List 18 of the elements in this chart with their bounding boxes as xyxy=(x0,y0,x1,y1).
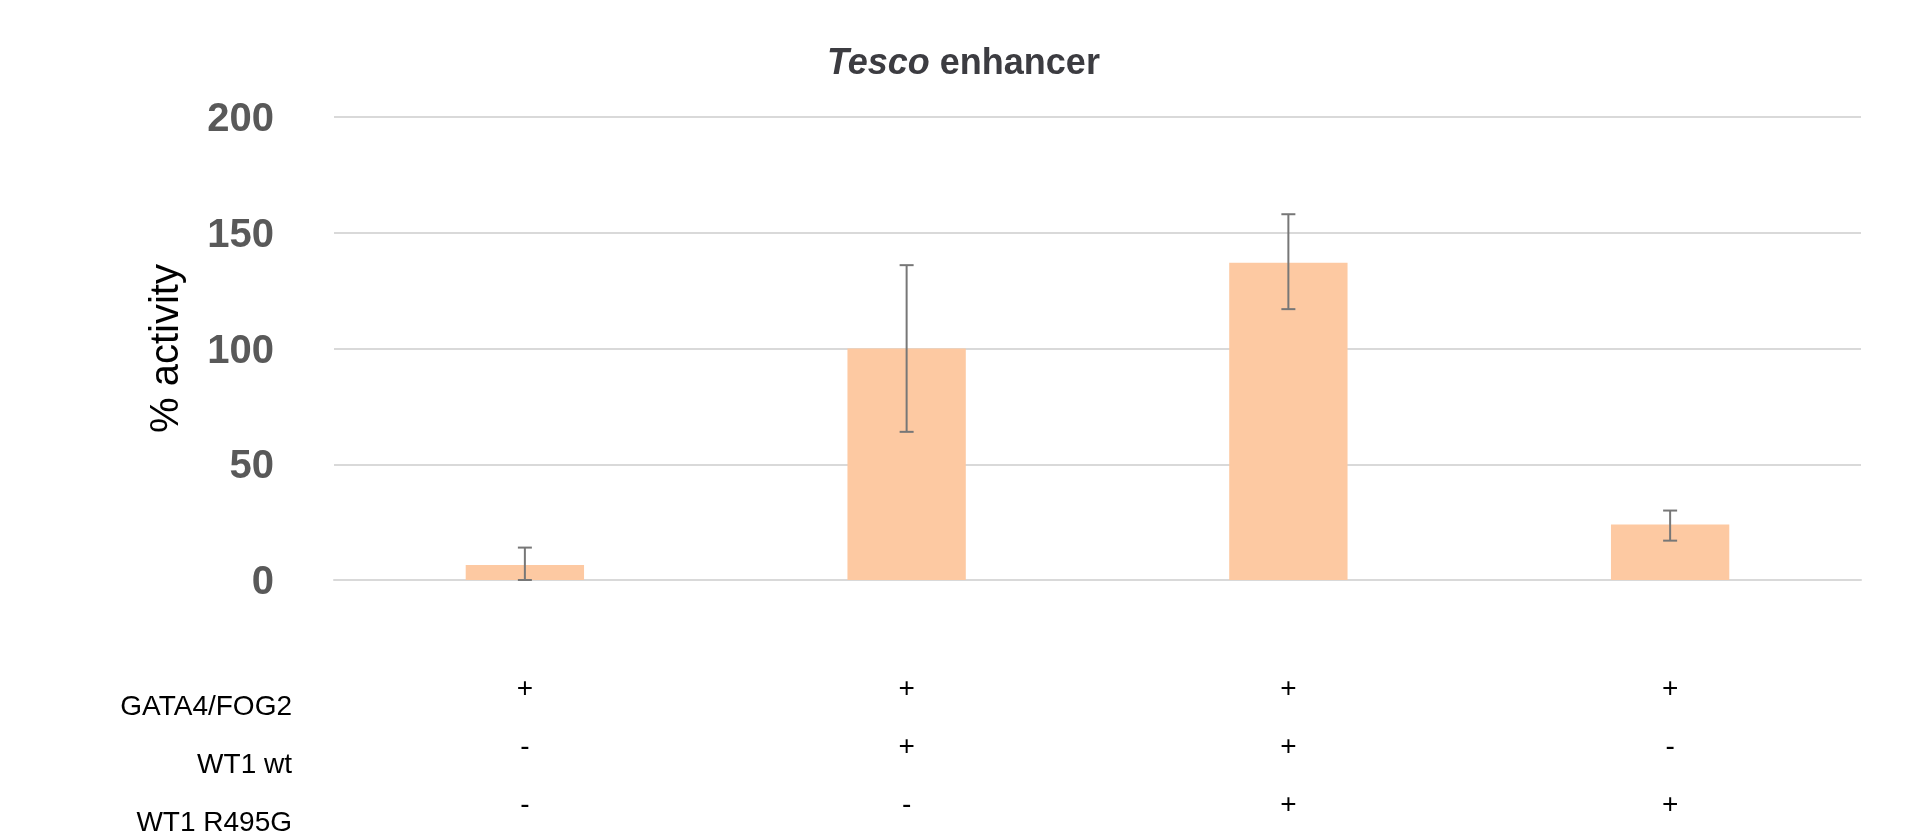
y-tick-label: 200 xyxy=(207,95,274,139)
bar xyxy=(1229,262,1348,580)
x-tick-label: + - + xyxy=(1661,671,1679,819)
x-tick-label: + + - xyxy=(898,671,915,819)
y-tick-label: 50 xyxy=(229,442,274,487)
text: WT1 R495G xyxy=(136,805,292,837)
chart-title: Tesco enhancer xyxy=(827,40,1100,82)
text: GATA4/FOG2 xyxy=(120,689,292,721)
y-tick-label: 150 xyxy=(207,210,274,255)
x-tick-label: + - - xyxy=(516,671,534,819)
x-tick-label: + + + xyxy=(1280,671,1297,819)
text: WT1 wt xyxy=(197,747,293,779)
y-tick-label: 100 xyxy=(207,326,274,371)
y-tick-label: 0 xyxy=(251,558,274,602)
bar xyxy=(465,564,585,580)
y-axis-title: % activity xyxy=(142,264,186,433)
bar xyxy=(1610,524,1730,580)
bar xyxy=(847,348,966,580)
